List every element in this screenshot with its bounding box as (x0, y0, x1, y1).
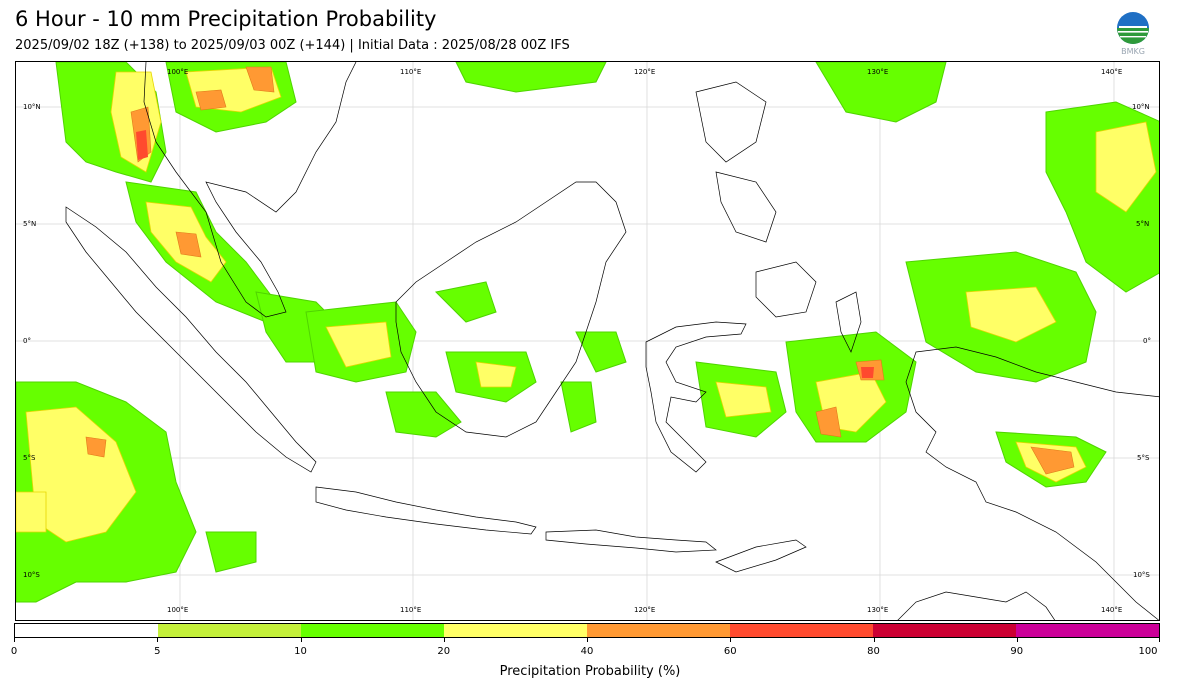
precip-field-20-40 (16, 66, 1157, 543)
coastlines (65, 62, 1159, 620)
logo-text: BMKG (1121, 47, 1145, 56)
lon-label-top: 120°E (634, 68, 656, 76)
colorbar-tick-label: 90 (1010, 646, 1024, 657)
map-title: 6 Hour - 10 mm Precipitation Probability (15, 7, 437, 31)
colorbar-tick-mark (730, 638, 732, 642)
colorbar-tick-mark (1016, 638, 1018, 642)
colorbar-segment (873, 624, 1016, 637)
colorbar-segment (587, 624, 730, 637)
colorbar (14, 623, 1160, 638)
lat-label-left: 10°N (23, 103, 41, 111)
colorbar-segment (1016, 624, 1159, 637)
map-canvas (16, 62, 1159, 620)
bmkg-logo-icon: BMKG (1113, 10, 1153, 56)
lat-label-right: 10°N (1132, 103, 1150, 111)
lon-label-top: 100°E (167, 68, 189, 76)
colorbar-tick-label: 60 (723, 646, 737, 657)
colorbar-segment (158, 624, 301, 637)
lat-label-right: 5°S (1137, 454, 1150, 462)
colorbar-tick-label: 100 (1138, 646, 1158, 657)
lon-label-top: 130°E (867, 68, 889, 76)
lon-label-bottom: 100°E (167, 606, 189, 614)
lat-label-right: 10°S (1133, 571, 1150, 579)
lon-label-bottom: 130°E (867, 606, 889, 614)
colorbar-segment (444, 624, 587, 637)
colorbar-tick-label: 80 (867, 646, 880, 657)
lat-label-left: 5°N (23, 220, 37, 228)
lon-label-top: 110°E (400, 68, 422, 76)
colorbar-tick-label: 20 (437, 646, 451, 657)
precip-field-60-80 (136, 130, 874, 378)
map-subtitle: 2025/09/02 18Z (+138) to 2025/09/03 00Z … (15, 38, 570, 53)
colorbar-tick-label: 0 (10, 646, 18, 657)
colorbar-segment (15, 624, 158, 637)
lat-label-right: 5°N (1136, 220, 1150, 228)
colorbar-tick-label: 10 (294, 646, 307, 657)
lat-label-left: 5°S (23, 454, 36, 462)
lon-label-top: 140°E (1101, 68, 1123, 76)
lon-label-bottom: 140°E (1101, 606, 1123, 614)
lat-label-left: 0° (23, 337, 31, 345)
colorbar-tick-mark (157, 638, 159, 642)
colorbar-label: Precipitation Probability (%) (499, 664, 681, 679)
colorbar-tick-mark (443, 638, 445, 642)
colorbar-segment (730, 624, 873, 637)
colorbar-tick-mark (300, 638, 302, 642)
colorbar-tick-mark (1159, 638, 1160, 642)
colorbar-segment (301, 624, 444, 637)
lon-label-bottom: 120°E (634, 606, 656, 614)
precipitation-map: 100°E 110°E 120°E 130°E 140°E 100°E 110°… (15, 61, 1160, 621)
colorbar-tick-label: 40 (580, 646, 594, 657)
lon-label-bottom: 110°E (400, 606, 422, 614)
colorbar-tick-mark (14, 638, 15, 642)
lat-label-right: 0° (1143, 337, 1151, 345)
lat-label-left: 10°S (23, 571, 40, 579)
colorbar-tick-label: 5 (154, 646, 161, 657)
colorbar-tick-mark (587, 638, 588, 642)
colorbar-tick-mark (873, 638, 875, 642)
